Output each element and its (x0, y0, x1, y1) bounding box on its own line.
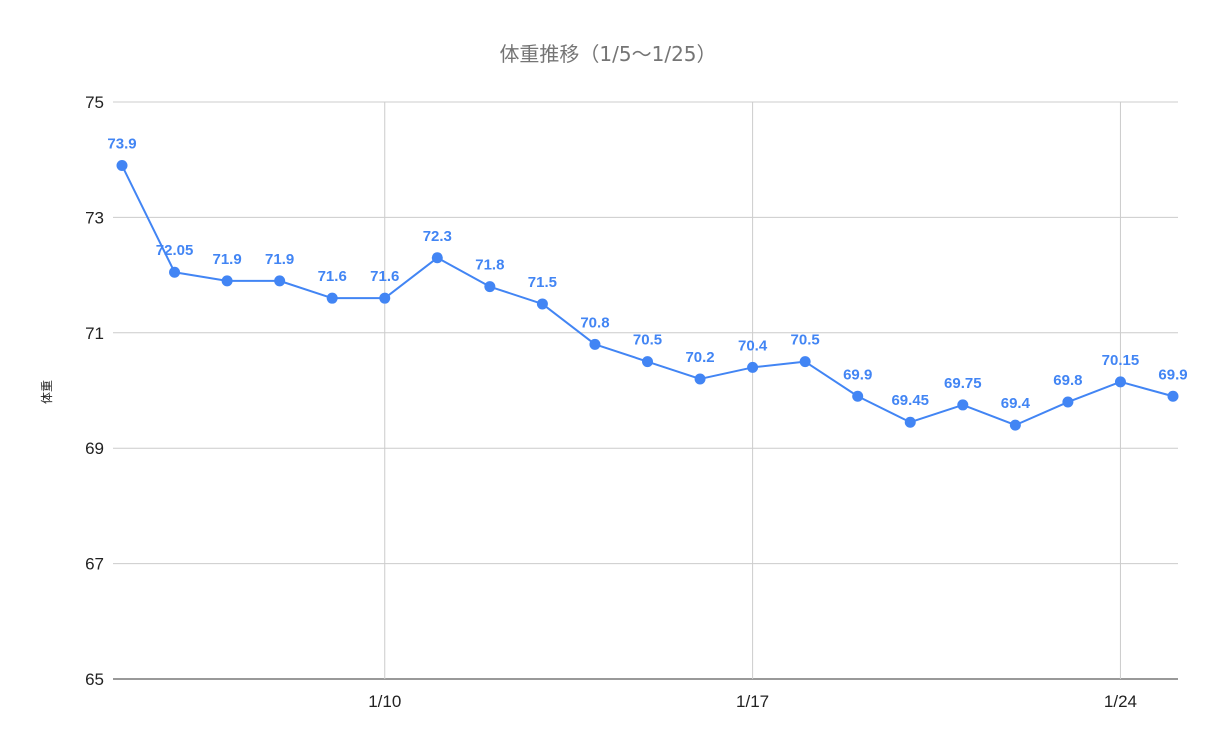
data-label: 70.8 (580, 314, 609, 331)
data-point (536, 298, 548, 310)
data-point (904, 416, 916, 428)
data-label: 69.8 (1053, 372, 1082, 389)
chart-title: 体重推移（1/5〜1/25） (499, 42, 717, 66)
data-point (957, 399, 969, 411)
x-axis-ticks: 1/10 1/17 1/24 (368, 692, 1137, 711)
data-label: 71.9 (265, 251, 294, 268)
data-point (1009, 419, 1021, 431)
data-point (326, 292, 338, 304)
y-tick-label: 73 (85, 208, 104, 227)
data-point (484, 281, 496, 293)
y-tick-label: 69 (85, 439, 104, 458)
data-point (116, 159, 128, 171)
data-label: 70.5 (633, 332, 662, 349)
y-tick-label: 65 (85, 670, 104, 689)
data-label: 70.15 (1102, 352, 1140, 369)
data-label: 69.75 (944, 375, 982, 392)
data-label: 72.05 (156, 242, 194, 259)
data-point (1167, 390, 1179, 402)
data-point (852, 390, 864, 402)
data-point (694, 373, 706, 385)
data-label: 69.45 (891, 392, 929, 409)
data-label: 72.3 (423, 228, 452, 245)
data-label: 69.9 (1158, 366, 1187, 383)
data-labels: 73.9 72.05 71.9 71.9 71.6 71.6 72.3 71.8 71.5 70.… (107, 135, 1187, 412)
y-tick-label: 67 (85, 555, 104, 574)
data-label: 71.5 (528, 274, 557, 291)
data-point (589, 338, 601, 350)
data-point (1114, 376, 1126, 388)
data-point (799, 356, 811, 368)
series-line (121, 165, 1174, 427)
data-point (274, 275, 286, 287)
data-label: 70.5 (791, 332, 820, 349)
data-points (116, 159, 1179, 431)
grid-lines (113, 101, 1178, 680)
data-label: 71.8 (475, 257, 504, 274)
x-tick-label: 1/10 (368, 692, 401, 711)
data-point (431, 252, 443, 264)
data-label: 69.4 (1001, 395, 1031, 412)
data-label: 71.9 (212, 251, 241, 268)
y-axis-ticks: 65 67 69 71 73 75 (85, 93, 104, 689)
data-point (379, 292, 391, 304)
series-line-layer (121, 165, 1174, 427)
data-label: 70.4 (738, 337, 768, 354)
x-tick-label: 1/24 (1104, 692, 1137, 711)
x-tick-label: 1/17 (736, 692, 769, 711)
y-tick-label: 71 (85, 324, 104, 343)
data-point (1062, 396, 1074, 408)
data-point (169, 266, 181, 278)
data-label: 69.9 (843, 366, 872, 383)
data-point (642, 356, 653, 368)
data-point (221, 275, 233, 287)
data-label: 73.9 (107, 135, 136, 152)
y-tick-label: 75 (85, 93, 104, 112)
data-label: 71.6 (318, 268, 347, 285)
data-label: 70.2 (685, 349, 714, 366)
data-point (747, 361, 759, 373)
data-label: 71.6 (370, 268, 399, 285)
